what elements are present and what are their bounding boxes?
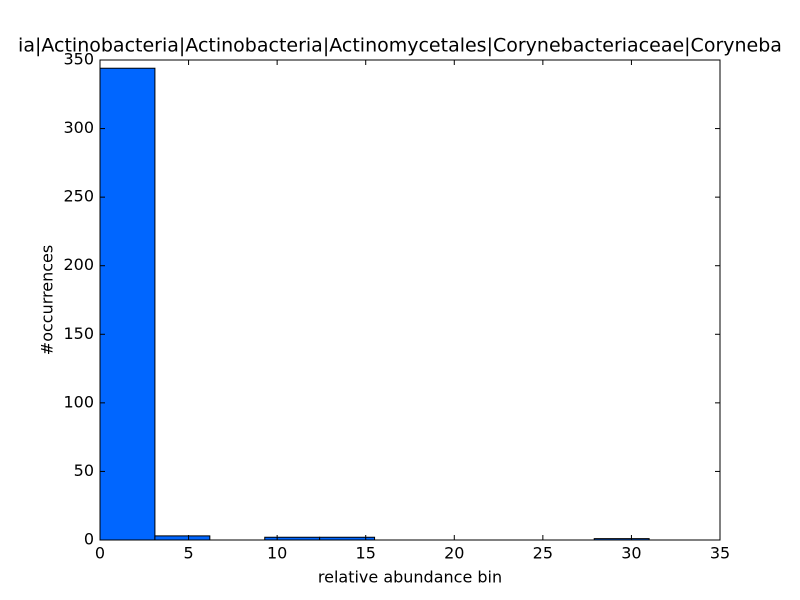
y-tick-label: 0 xyxy=(84,530,94,549)
x-tick-label: 25 xyxy=(533,544,553,563)
x-tick-label: 5 xyxy=(183,544,193,563)
y-tick-label: 200 xyxy=(63,255,94,274)
y-tick-label: 50 xyxy=(74,461,94,480)
y-tick-label: 350 xyxy=(63,50,94,69)
x-tick-label: 20 xyxy=(444,544,464,563)
plot-frame xyxy=(99,59,721,541)
x-tick-label: 15 xyxy=(356,544,376,563)
y-tick-label: 100 xyxy=(63,392,94,411)
x-axis-label: relative abundance bin xyxy=(318,568,502,587)
y-tick-label: 150 xyxy=(63,324,94,343)
y-tick-label: 300 xyxy=(63,118,94,137)
chart-title: ia|Actinobacteria|Actinobacteria|Actinom… xyxy=(18,35,782,57)
y-axis-label: #occurrences xyxy=(38,245,57,355)
bar xyxy=(154,535,211,541)
x-tick-label: 10 xyxy=(267,544,287,563)
bar xyxy=(99,67,156,541)
x-tick-label: 35 xyxy=(710,544,730,563)
x-tick-label: 0 xyxy=(95,544,105,563)
y-tick-label: 250 xyxy=(63,187,94,206)
x-tick-label: 30 xyxy=(621,544,641,563)
